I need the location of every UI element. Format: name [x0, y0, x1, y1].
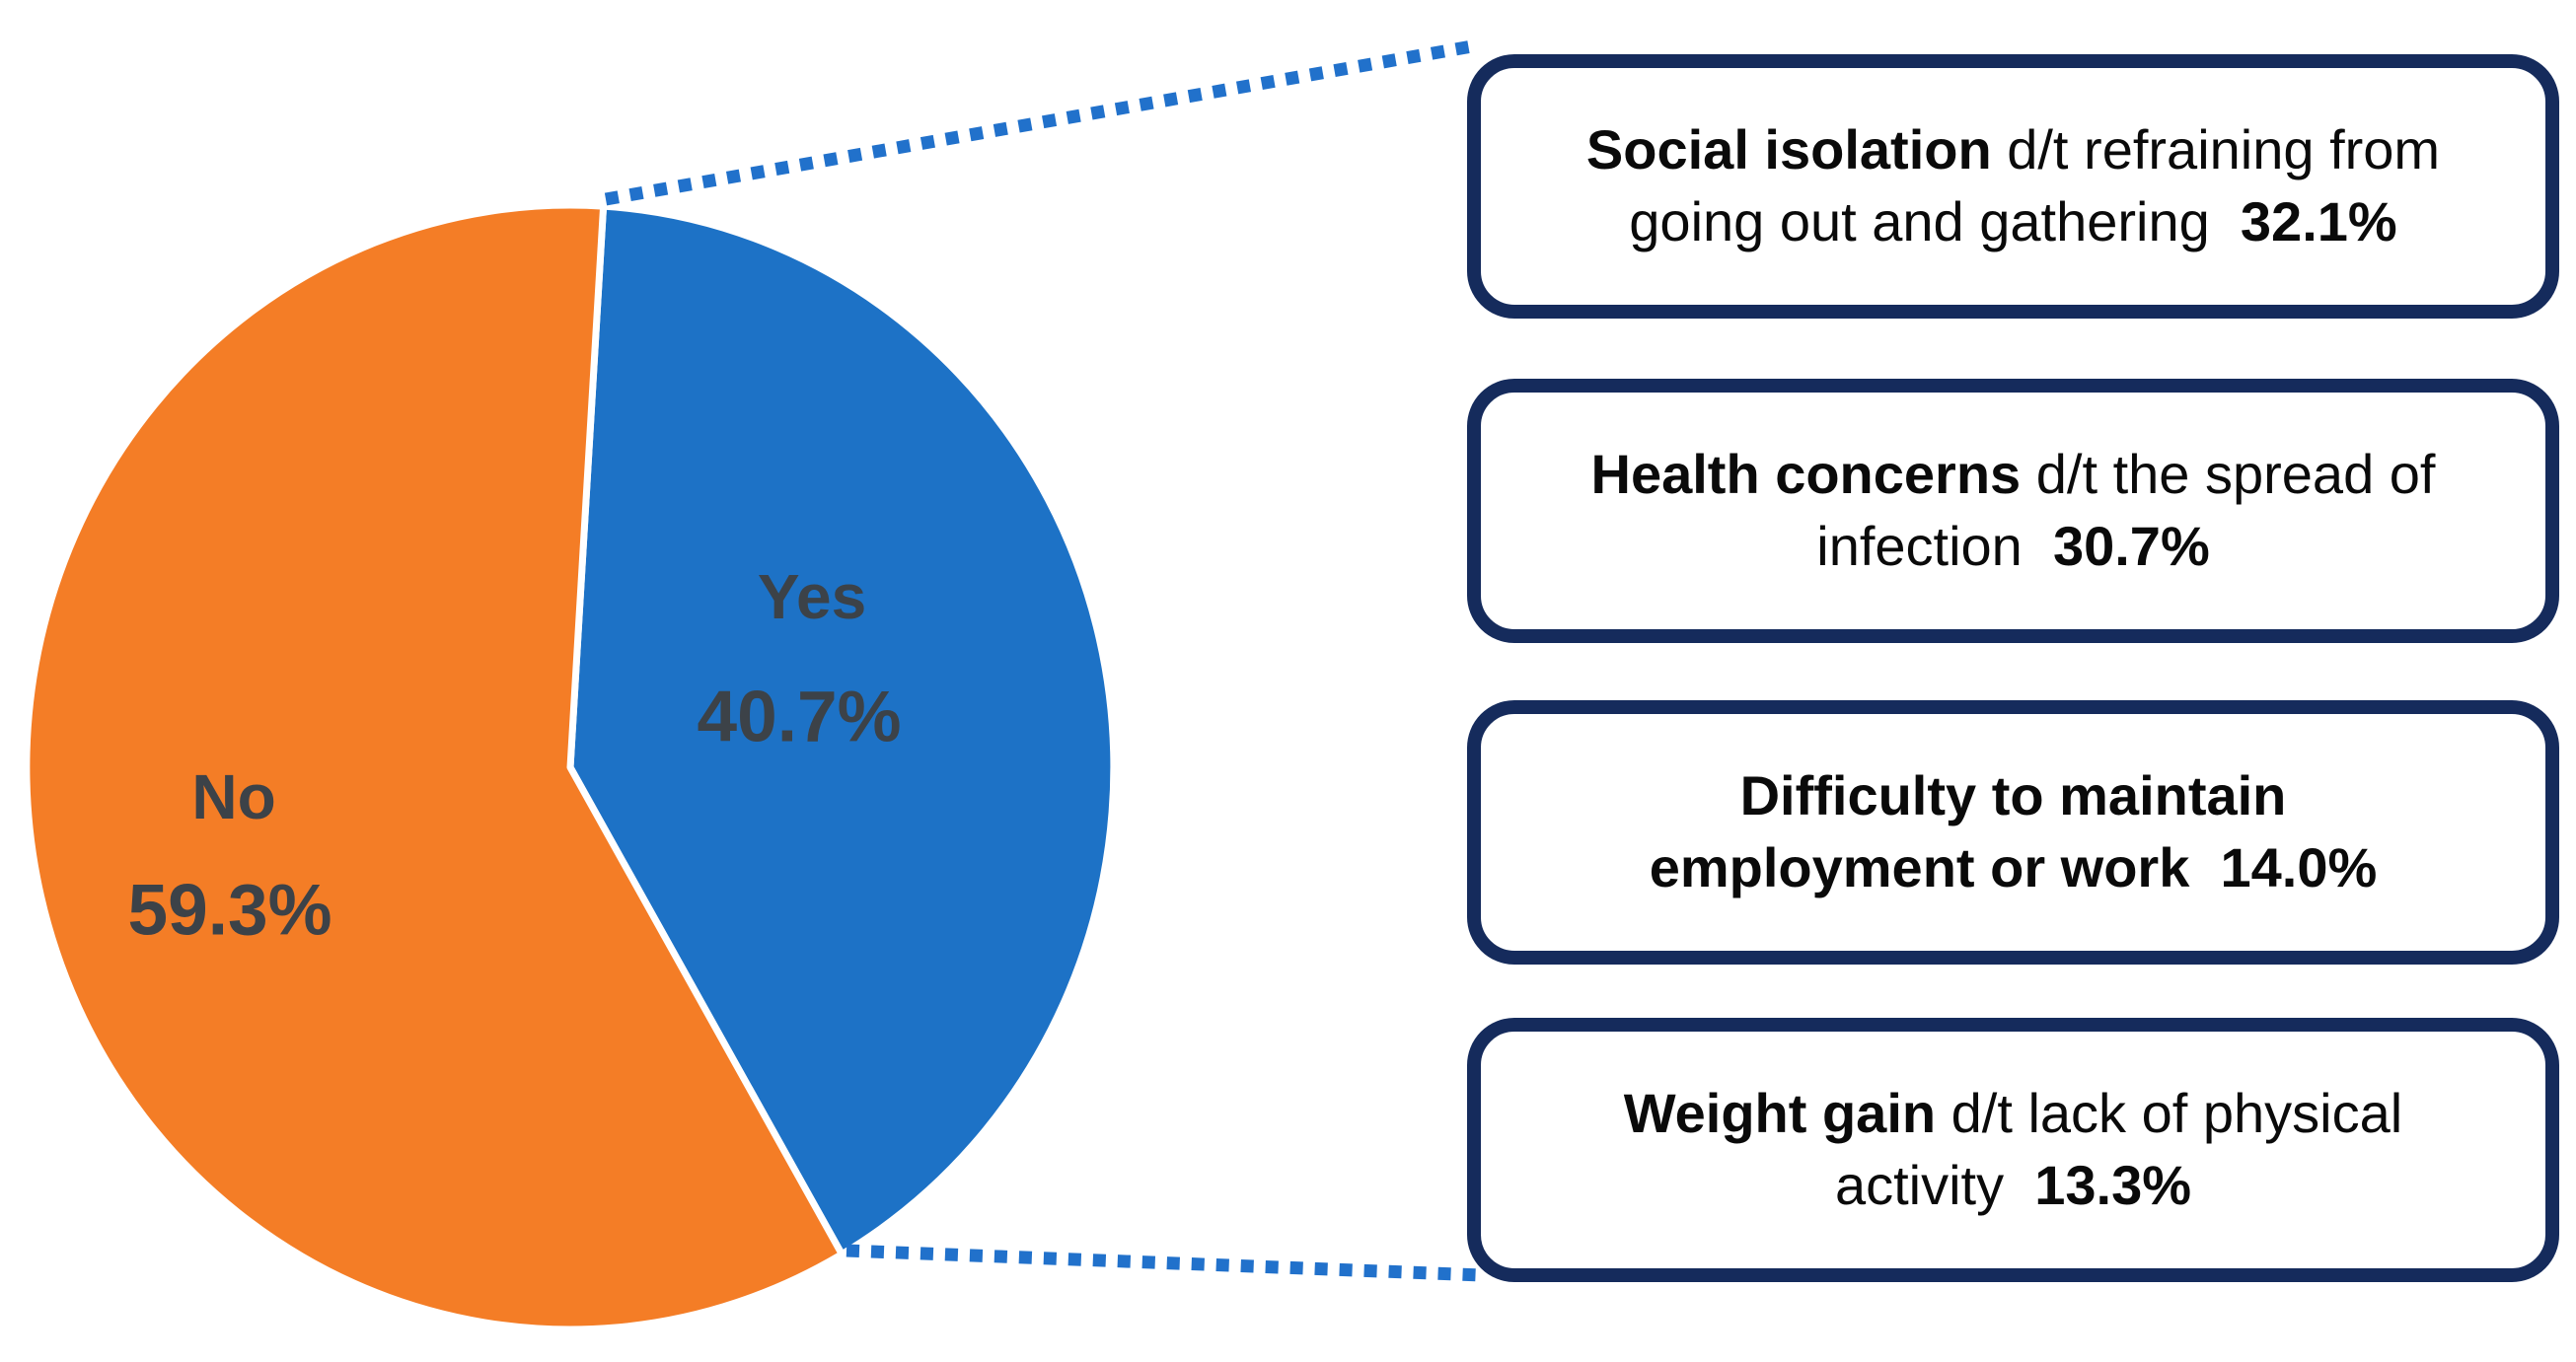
pie-slice-yes	[566, 202, 1118, 1258]
text-segment: Difficulty to maintain	[1739, 764, 2287, 827]
callout-text: Weight gain d/t lack of physical activity…	[1612, 1078, 2414, 1222]
text-segment: employment or work 14.0%	[1649, 836, 2378, 898]
pie-label-no-percent: 59.3%	[127, 870, 332, 951]
callout-box-social-isolation: Social isolation d/t refraining from goin…	[1467, 54, 2559, 319]
text-segment: 32.1%	[2209, 190, 2397, 252]
text-segment: Weight gain	[1623, 1082, 1937, 1145]
callout-text: Health concerns d/t the spread of infecti…	[1580, 439, 2448, 583]
text-segment: 13.3%	[2004, 1154, 2192, 1216]
pie-label-yes: Yes	[757, 561, 867, 632]
text-segment: d/t the spread of	[2021, 443, 2436, 506]
text-segment: 30.7%	[2022, 515, 2210, 577]
callout-box-health-concerns: Health concerns d/t the spread of infecti…	[1467, 379, 2559, 643]
connector-dotted-line-bottom	[846, 1244, 1484, 1282]
text-segment: infection	[1816, 515, 2023, 577]
text-segment: Health concerns	[1590, 443, 2022, 506]
text-segment: d/t refraining from	[1991, 118, 2441, 181]
pie-slices	[23, 201, 1118, 1333]
pie-label-yes-percent: 40.7%	[697, 677, 902, 757]
text-segment: going out and gathering	[1629, 190, 2210, 252]
callout-text: Difficulty to maintain employment or work…	[1638, 760, 2390, 904]
pie-label-no: No	[191, 761, 276, 832]
pie-slice-no	[23, 201, 846, 1333]
callout-text: Social isolation d/t refraining from goin…	[1575, 114, 2452, 258]
text-segment: Social isolation	[1585, 118, 1992, 181]
callout-box-difficulty-employment: Difficulty to maintain employment or work…	[1467, 700, 2559, 965]
callout-box-weight-gain: Weight gain d/t lack of physical activity…	[1467, 1018, 2559, 1282]
text-segment: d/t lack of physical	[1936, 1082, 2403, 1145]
text-segment: activity	[1834, 1154, 2005, 1216]
connector-dotted-line-top	[604, 39, 1474, 206]
